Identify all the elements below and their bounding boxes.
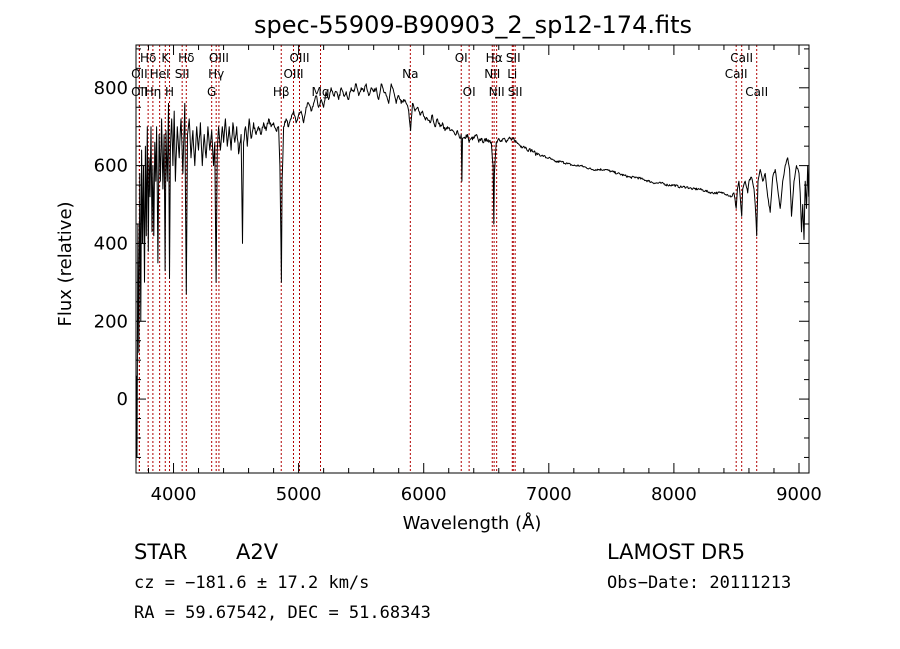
- line-label: Li: [507, 67, 517, 81]
- line-label: CaII: [730, 51, 753, 65]
- y-tick-label: 400: [94, 233, 128, 254]
- line-label: OI: [455, 51, 468, 65]
- line-label: SII: [506, 51, 521, 65]
- line-label: NII: [484, 67, 500, 81]
- line-label: H: [165, 85, 174, 99]
- y-axis-label: Flux (relative): [55, 201, 76, 326]
- line-label: SII: [508, 85, 523, 99]
- line-label: Hδ: [140, 51, 156, 65]
- x-axis-label: Wavelength (Å): [403, 512, 542, 534]
- spectrum-line: [135, 83, 810, 458]
- survey-name: LAMOST DR5: [607, 540, 746, 564]
- line-label: OIII: [283, 67, 303, 81]
- observation-date: Obs−Date: 20111213: [607, 573, 792, 593]
- line-label: NII: [489, 85, 505, 99]
- object-class: STAR: [134, 540, 188, 564]
- x-tick-label: 4000: [151, 484, 197, 505]
- y-tick-label: 200: [94, 311, 128, 332]
- line-label: CaII: [745, 85, 768, 99]
- line-label: Mg: [312, 85, 330, 99]
- line-label: OII: [131, 67, 148, 81]
- line-label: Hδ: [178, 51, 194, 65]
- line-label: HeI: [150, 67, 170, 81]
- x-tick-label: 8000: [651, 484, 697, 505]
- line-label: Na: [402, 67, 418, 81]
- axes: 4000 5000 6000 7000 8000 9000 0 200 400 600 800: [94, 44, 822, 505]
- line-label: OI: [463, 85, 476, 99]
- redshift-velocity: cz = −181.6 ± 17.2 km/s: [134, 573, 370, 593]
- y-tick-label: 0: [117, 389, 128, 410]
- line-label: G: [207, 85, 216, 99]
- x-tick-label: 9000: [776, 484, 822, 505]
- object-subclass: A2V: [236, 540, 279, 564]
- chart-title: spec-55909-B90903_2_sp12-174.fits: [254, 11, 692, 39]
- y-tick-label: 600: [94, 156, 128, 177]
- x-tick-label: 5000: [276, 484, 322, 505]
- line-label: Hγ: [208, 67, 224, 81]
- line-label: SII: [175, 67, 190, 81]
- line-label: Hα: [486, 51, 503, 65]
- line-label: OIII: [209, 51, 229, 65]
- line-label: Hη: [145, 85, 162, 99]
- line-label: CaII: [725, 67, 748, 81]
- emission-line-markers: [138, 45, 758, 473]
- line-label: K: [161, 51, 170, 65]
- y-tick-label: 800: [94, 78, 128, 99]
- line-label: OII: [131, 85, 148, 99]
- x-tick-label: 6000: [401, 484, 447, 505]
- line-label: Hβ: [273, 85, 290, 99]
- plot-frame: [135, 44, 810, 474]
- x-tick-label: 7000: [526, 484, 572, 505]
- line-label: OIII: [289, 51, 309, 65]
- sky-coordinates: RA = 59.67542, DEC = 51.68343: [134, 603, 431, 623]
